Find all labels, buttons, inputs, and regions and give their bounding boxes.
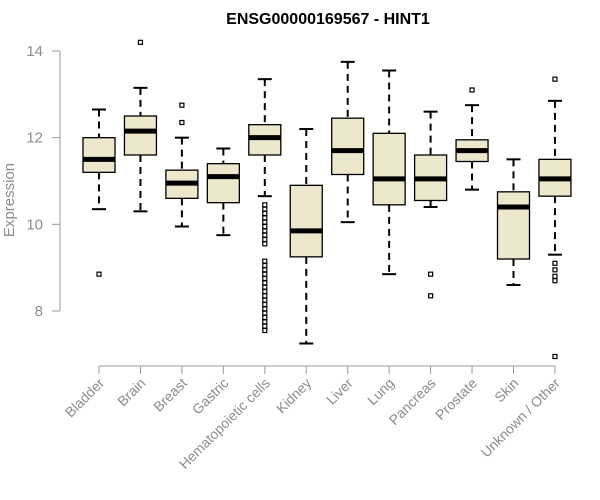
outlier-point bbox=[262, 288, 268, 295]
outlier-point bbox=[262, 280, 268, 286]
box-group bbox=[248, 78, 282, 334]
outlier-point bbox=[262, 314, 268, 321]
box-group bbox=[455, 87, 489, 191]
box-series bbox=[82, 39, 572, 360]
outlier-point bbox=[262, 319, 268, 325]
outlier-point bbox=[428, 293, 434, 299]
box-group bbox=[165, 102, 199, 228]
iqr-box bbox=[123, 115, 158, 156]
outlier-point bbox=[262, 267, 268, 273]
iqr-box bbox=[289, 184, 323, 258]
outlier-point bbox=[262, 306, 268, 312]
outlier-point bbox=[262, 310, 268, 316]
x-tick-label: Prostate bbox=[432, 375, 480, 423]
outlier-point bbox=[428, 271, 434, 277]
box-group bbox=[372, 69, 406, 276]
outlier-point bbox=[552, 260, 558, 266]
x-tick-label: Brain bbox=[114, 375, 148, 409]
box-group bbox=[496, 158, 531, 286]
outlier-point bbox=[96, 271, 102, 277]
outlier-point bbox=[179, 102, 185, 108]
outlier-point bbox=[262, 284, 268, 290]
outlier-point bbox=[262, 275, 268, 282]
box-group bbox=[331, 60, 365, 224]
outlier-point bbox=[262, 228, 268, 234]
y-tick-label: 12 bbox=[26, 130, 43, 147]
outlier-point bbox=[262, 271, 268, 277]
outlier-point bbox=[262, 293, 268, 299]
x-tick-label: Unknown / Other bbox=[477, 375, 563, 461]
chart-title: ENSG00000169567 - HINT1 bbox=[226, 11, 430, 28]
outlier-point bbox=[262, 223, 268, 230]
outlier-point bbox=[262, 297, 268, 303]
outlier-point bbox=[552, 278, 558, 284]
outlier-point bbox=[552, 267, 558, 273]
x-tick-label: Bladder bbox=[62, 375, 108, 421]
iqr-box bbox=[496, 191, 531, 260]
iqr-box bbox=[372, 132, 406, 206]
outlier-point bbox=[262, 219, 268, 225]
x-tick-label: Breast bbox=[150, 375, 190, 415]
outlier-point bbox=[552, 76, 558, 82]
x-tick-label: Liver bbox=[323, 375, 356, 408]
y-tick-label: 14 bbox=[26, 43, 43, 60]
outlier-point bbox=[552, 353, 558, 360]
outlier-point bbox=[469, 87, 475, 93]
outlier-point bbox=[262, 327, 268, 334]
box-group bbox=[413, 110, 448, 299]
outlier-point bbox=[262, 323, 268, 329]
outlier-point bbox=[552, 273, 558, 279]
outlier-point bbox=[262, 236, 268, 243]
box-group bbox=[82, 108, 116, 277]
box-group bbox=[538, 76, 572, 360]
iqr-box bbox=[206, 163, 241, 204]
outlier-point bbox=[262, 241, 268, 247]
outlier-point bbox=[262, 210, 268, 217]
outlier-point bbox=[262, 262, 268, 269]
outlier-point bbox=[262, 301, 268, 308]
y-axis-label: Expression bbox=[1, 163, 18, 237]
x-tick-label: Skin bbox=[491, 375, 522, 406]
outlier-point bbox=[179, 119, 185, 126]
x-tick-label: Lung bbox=[364, 375, 397, 408]
iqr-box bbox=[331, 117, 365, 176]
outlier-point bbox=[262, 206, 268, 212]
outlier-point bbox=[262, 232, 268, 238]
box-group bbox=[206, 147, 241, 237]
y-tick-label: 10 bbox=[26, 216, 43, 233]
iqr-box bbox=[82, 137, 116, 173]
y-tick-label: 8 bbox=[35, 303, 43, 320]
box-group bbox=[289, 128, 323, 345]
outlier-point bbox=[262, 202, 268, 208]
outlier-point bbox=[262, 258, 268, 264]
box-group bbox=[123, 39, 158, 213]
outlier-point bbox=[137, 39, 144, 45]
outlier-point bbox=[262, 215, 268, 221]
x-tick-label: Kidney bbox=[273, 375, 315, 417]
